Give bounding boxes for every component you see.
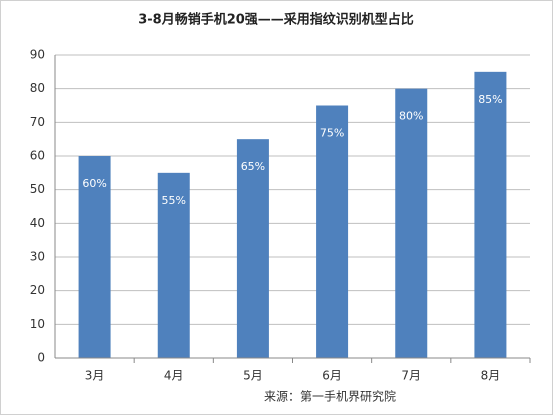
x-tick-label: 8月 <box>481 369 501 383</box>
y-tick-label: 30 <box>30 250 45 264</box>
x-tick-label: 6月 <box>322 369 342 383</box>
bar <box>316 105 349 358</box>
value-label: 65% <box>241 160 265 173</box>
bar <box>157 172 190 358</box>
bar <box>395 88 428 359</box>
y-tick-label: 50 <box>30 182 45 196</box>
y-tick-label: 70 <box>30 115 45 129</box>
value-label: 55% <box>162 194 186 207</box>
y-tick-label: 20 <box>30 283 45 297</box>
y-tick-label: 0 <box>37 351 45 365</box>
x-tick-label: 5月 <box>243 369 263 383</box>
x-tick-label: 3月 <box>85 369 105 383</box>
y-tick-label: 10 <box>30 317 45 331</box>
chart-title: 3-8月畅销手机20强——采用指纹识别机型占比 <box>138 12 414 28</box>
value-label: 80% <box>399 110 423 123</box>
source-note: 来源：第一手机界研究院 <box>264 389 396 404</box>
value-label: 85% <box>478 93 502 106</box>
y-tick-label: 60 <box>30 149 45 163</box>
x-tick-label: 4月 <box>164 369 184 383</box>
x-tick-label: 7月 <box>401 369 421 383</box>
y-tick-label: 40 <box>30 216 45 230</box>
bar <box>474 71 507 358</box>
y-tick-label: 90 <box>30 48 45 62</box>
value-label: 60% <box>82 177 106 190</box>
bar <box>78 156 111 358</box>
y-tick-label: 80 <box>30 81 45 95</box>
bar <box>236 139 269 358</box>
value-label: 75% <box>320 127 344 140</box>
